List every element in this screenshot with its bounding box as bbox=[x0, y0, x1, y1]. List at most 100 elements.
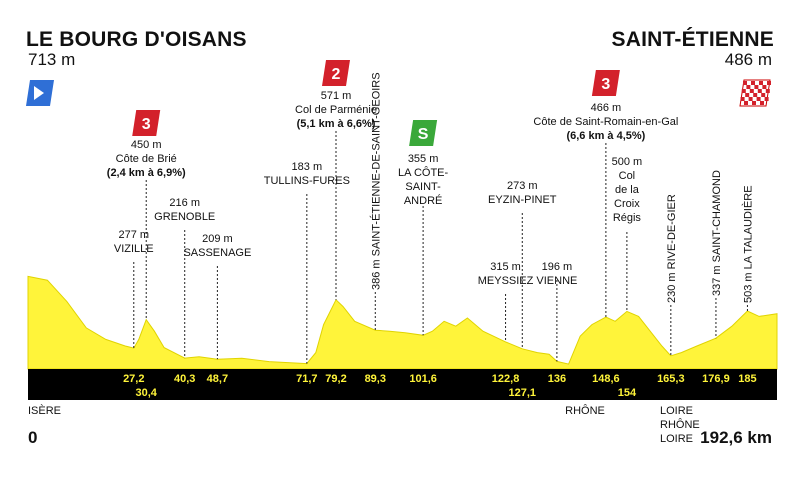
km-label: 27,2 bbox=[123, 373, 144, 385]
climb-name: Col de Parménie bbox=[295, 104, 377, 116]
start-km: 0 bbox=[28, 428, 37, 447]
start-flag-arrow bbox=[34, 86, 44, 100]
finish-flag bbox=[739, 79, 771, 107]
climb-category-label: 2 bbox=[332, 66, 341, 83]
climb-altitude: 466 m bbox=[591, 102, 622, 114]
finish-flag-square bbox=[752, 101, 756, 105]
waypoint-name: GRENOBLE bbox=[154, 211, 215, 223]
waypoint-altitude: 196 m bbox=[542, 261, 573, 273]
km-label: 40,3 bbox=[174, 373, 195, 385]
km-label: 71,7 bbox=[296, 373, 317, 385]
km-label: 148,6 bbox=[592, 373, 620, 385]
region-label: LOIRE bbox=[660, 405, 693, 417]
finish-flag-square bbox=[765, 89, 770, 93]
finish-flag-square bbox=[762, 85, 767, 89]
waypoint-label: 503 m LA TALAUDIÈRE bbox=[741, 185, 754, 303]
climb-detail: (2,4 km à 6,9%) bbox=[107, 167, 186, 179]
km-label: 122,8 bbox=[492, 373, 520, 385]
finish-flag-square bbox=[753, 93, 758, 97]
km-label: 136 bbox=[548, 373, 566, 385]
finish-km: 192,6 km bbox=[700, 428, 772, 447]
waypoint-name: SASSENAGE bbox=[183, 247, 251, 259]
waypoint-altitude: 183 m bbox=[292, 161, 323, 173]
region-label: LOIRE bbox=[660, 433, 693, 445]
finish-flag-square bbox=[761, 93, 766, 97]
marker-labels-group: 277 m VIZILLE 216 m GRENOBLE 209 m SASSENAGE 1… bbox=[107, 72, 755, 303]
climb-name: Côte de Saint-Romain-en-Gal bbox=[533, 116, 678, 128]
climb-detail: (6,6 km à 4,5%) bbox=[566, 130, 645, 142]
waypoint-label: Régis bbox=[613, 212, 642, 224]
distance-band-group: 27,2 40,3 48,7 71,7 79,2 89,3 101,6 122,8 136 148… bbox=[28, 369, 777, 400]
region-label: RHÔNE bbox=[660, 418, 700, 431]
sprint-name: ANDRÉ bbox=[404, 194, 443, 207]
climb-category-flag bbox=[132, 110, 161, 136]
finish-flag-square bbox=[751, 81, 755, 85]
finish-flag-square bbox=[740, 97, 745, 101]
waypoint-altitude: 277 m bbox=[118, 229, 149, 241]
climb-category-flag bbox=[591, 70, 620, 96]
finish-flag-square bbox=[745, 93, 750, 97]
distance-band bbox=[28, 369, 777, 400]
finish-city-name: SAINT-ÉTIENNE bbox=[611, 28, 774, 51]
finish-flag-square bbox=[743, 81, 747, 85]
km-label: 79,2 bbox=[325, 373, 346, 385]
finish-flag-square bbox=[749, 89, 754, 93]
climb-detail: (5,1 km à 6,6%) bbox=[297, 118, 376, 130]
finish-flag-square bbox=[748, 97, 753, 101]
km-label: 127,1 bbox=[509, 387, 537, 399]
climb-category-label: 3 bbox=[142, 116, 151, 133]
climb-altitude: 450 m bbox=[131, 139, 162, 151]
climb-altitude: 355 m bbox=[408, 153, 439, 165]
finish-flag-square bbox=[760, 101, 764, 105]
profile-area-group bbox=[27, 275, 778, 370]
flags-group: 3 2 S 3 bbox=[26, 60, 771, 146]
finish-flag-square bbox=[754, 85, 759, 89]
waypoint-name: VIENNE bbox=[536, 275, 577, 287]
waypoint-altitude: 209 m bbox=[202, 233, 233, 245]
waypoint-name: EYZIN-PINET bbox=[488, 194, 557, 206]
sprint-name: LA CÔTE- bbox=[398, 166, 448, 179]
climb-category-label: 3 bbox=[601, 76, 610, 93]
finish-flag-square bbox=[741, 89, 746, 93]
waypoint-label: 230 m RIVE-DE-GIER bbox=[666, 194, 678, 303]
waypoint-name: MEYSSIEZ bbox=[478, 275, 534, 287]
finish-flag-square bbox=[746, 85, 751, 89]
finish-flag-square bbox=[759, 81, 763, 85]
finish-altitude: 486 m bbox=[724, 50, 772, 69]
finish-flag-square bbox=[757, 89, 762, 93]
waypoint-label: de la bbox=[615, 184, 640, 196]
waypoint-label: Col bbox=[619, 170, 636, 182]
finish-flag-square bbox=[744, 101, 748, 105]
waypoint-label: 386 m SAINT-ÉTIENNE-DE-SAINT-GEOIRS bbox=[369, 72, 382, 290]
km-label: 48,7 bbox=[207, 373, 228, 385]
km-label: 30,4 bbox=[136, 387, 158, 399]
sprint-name: SAINT- bbox=[405, 181, 441, 193]
profile-area bbox=[27, 275, 778, 370]
waypoint-altitude: 315 m bbox=[490, 261, 521, 273]
start-altitude: 713 m bbox=[28, 50, 76, 69]
marker-lines-group bbox=[133, 131, 748, 364]
climb-name: Côte de Brié bbox=[116, 153, 177, 165]
region-label: RHÔNE bbox=[565, 404, 605, 417]
waypoint-label: Croix bbox=[614, 198, 640, 210]
finish-flag-square bbox=[764, 97, 769, 101]
climb-altitude: 571 m bbox=[321, 90, 352, 102]
km-label: 165,3 bbox=[657, 373, 685, 385]
finish-flag-square bbox=[767, 81, 771, 85]
km-label: 185 bbox=[738, 373, 756, 385]
climb-category-label: S bbox=[418, 126, 429, 143]
region-label: ISÈRE bbox=[28, 404, 61, 417]
waypoint-altitude: 273 m bbox=[507, 180, 538, 192]
waypoint-name: VIZILLE bbox=[114, 243, 154, 255]
waypoint-label: 337 m SAINT-CHAMOND bbox=[711, 170, 723, 296]
start-city-name: LE BOURG D'OISANS bbox=[26, 28, 247, 51]
waypoint-altitude: 216 m bbox=[169, 197, 200, 209]
km-label: 154 bbox=[618, 387, 637, 399]
climb-category-flag bbox=[322, 60, 350, 86]
km-label: 101,6 bbox=[409, 373, 437, 385]
climb-category-flag bbox=[409, 120, 438, 146]
km-label: 89,3 bbox=[365, 373, 386, 385]
waypoint-label: 500 m bbox=[612, 156, 643, 168]
